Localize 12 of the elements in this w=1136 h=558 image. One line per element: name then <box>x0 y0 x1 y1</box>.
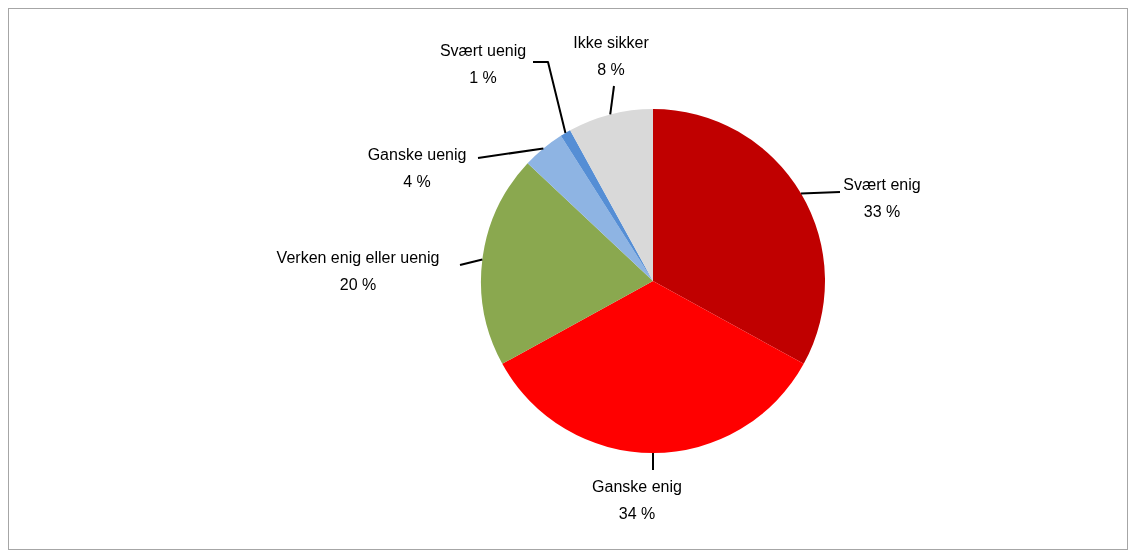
data-label: 33 % <box>863 203 901 221</box>
slice-label: Ikke sikker <box>573 34 650 52</box>
data-label: 20 % <box>339 276 377 294</box>
slice-label: Verken enig eller uenig <box>276 249 440 267</box>
slice-label: Svært enig <box>843 176 921 194</box>
slice-label: Ganske uenig <box>367 146 467 164</box>
data-label: 8 % <box>597 61 625 79</box>
data-label: 34 % <box>618 505 656 523</box>
slice-label: Ganske enig <box>592 478 682 496</box>
data-label: 4 % <box>403 173 431 191</box>
slice-label: Svært uenig <box>439 42 527 60</box>
data-label: 1 % <box>469 69 497 87</box>
